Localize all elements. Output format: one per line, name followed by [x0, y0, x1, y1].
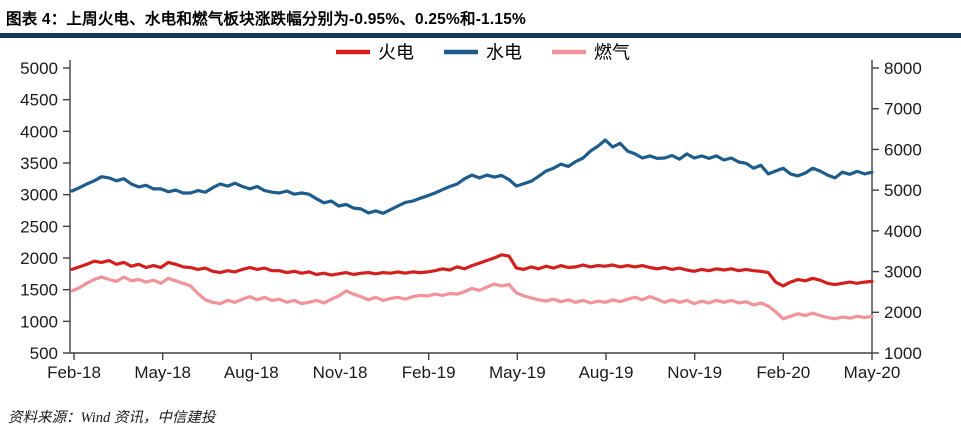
chart-area: 5000 4500 4000 3500 3000 2500 2000 1500 1000 500 8… — [0, 38, 961, 390]
legend-label: 火电 — [378, 42, 414, 62]
series-line-燃气 — [70, 275, 874, 321]
x-axis-tick-label: Aug-19 — [579, 363, 634, 382]
left-axis-tick-label: 2000 — [20, 249, 58, 268]
left-axis-tick-label: 4500 — [20, 91, 58, 110]
series-line-水电 — [70, 138, 874, 215]
series-line-火电 — [70, 253, 874, 288]
left-axis-tick-label: 5000 — [20, 59, 58, 78]
x-axis-tick-label: May-19 — [489, 363, 546, 382]
page-title: 图表 4：上周火电、水电和燃气板块涨跌幅分别为-0.95%、0.25%和-1.1… — [6, 11, 526, 28]
left-axis-tick-label: 500 — [30, 344, 58, 363]
right-axis-tick-label: 5000 — [884, 181, 922, 200]
x-axis-tick-label: May-18 — [134, 363, 191, 382]
x-axis-tick-label: May-20 — [844, 363, 901, 382]
right-axis-tick-label: 7000 — [884, 100, 922, 119]
source-note: 资料来源：Wind 资讯，中信建投 — [8, 410, 216, 426]
right-axis-tick-label: 4000 — [884, 222, 922, 241]
x-axis-tick-label: Aug-18 — [224, 363, 279, 382]
legend-label: 水电 — [486, 42, 522, 62]
x-axis-tick-label: Feb-18 — [47, 363, 101, 382]
right-axis-tick-label: 6000 — [884, 140, 922, 159]
left-axis-tick-label: 3500 — [20, 154, 58, 173]
legend-item-燃气: 燃气 — [552, 42, 630, 62]
left-axis-tick-label: 1000 — [20, 312, 58, 331]
legend-item-水电: 水电 — [444, 42, 522, 62]
legend-item-火电: 火电 — [336, 42, 414, 62]
legend-label: 燃气 — [594, 42, 630, 62]
left-axis-tick-label: 4000 — [20, 122, 58, 141]
left-axis-tick-label: 3000 — [20, 186, 58, 205]
title-underline-bar — [0, 33, 961, 38]
left-axis-tick-label: 2500 — [20, 217, 58, 236]
left-axis-tick-label: 1500 — [20, 281, 58, 300]
x-axis-tick-label: Nov-19 — [667, 363, 722, 382]
sector-index-line-chart: 5000 4500 4000 3500 3000 2500 2000 1500 1000 500 8… — [20, 42, 922, 382]
x-axis-tick-label: Feb-19 — [402, 363, 456, 382]
right-axis-tick-label: 1000 — [884, 344, 922, 363]
x-axis-tick-label: Feb-20 — [756, 363, 810, 382]
right-axis-tick-label: 2000 — [884, 303, 922, 322]
right-axis-tick-label: 8000 — [884, 59, 922, 78]
right-axis-tick-label: 3000 — [884, 263, 922, 282]
x-axis-tick-label: Nov-18 — [313, 363, 368, 382]
